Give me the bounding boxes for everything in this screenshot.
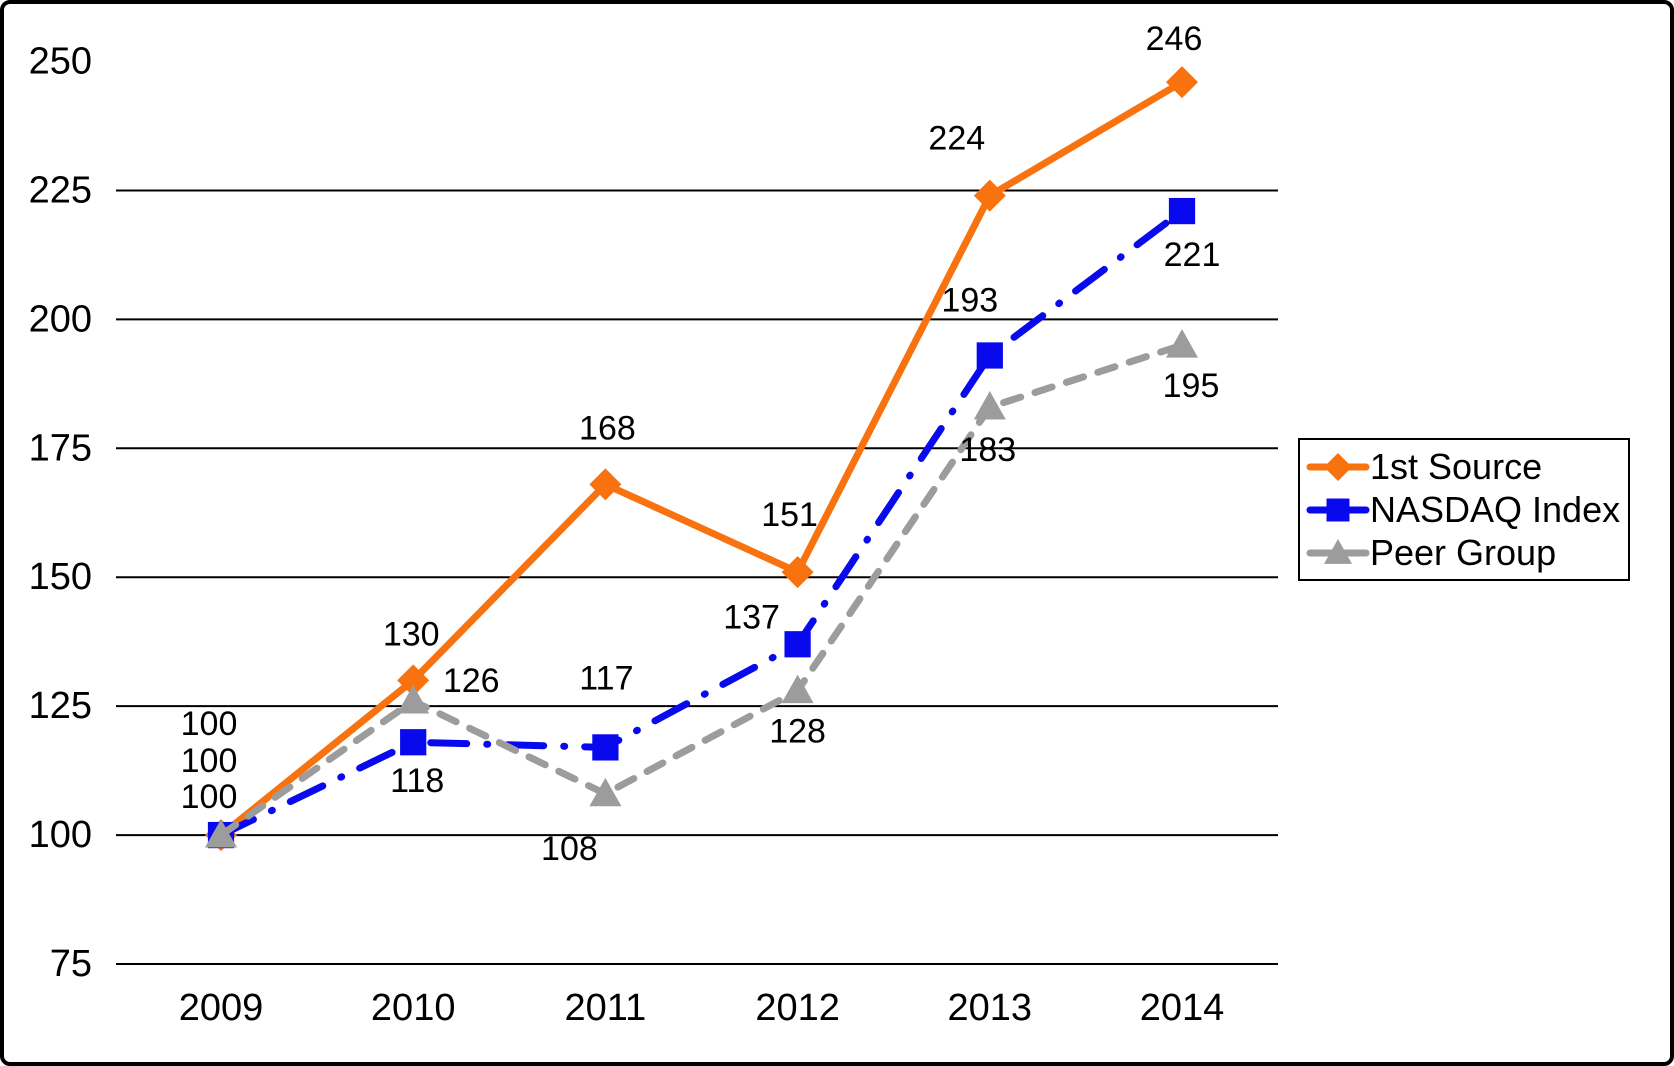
data-label: 246 xyxy=(1146,20,1203,58)
data-label: 100 xyxy=(181,705,238,743)
square-data-point-marker xyxy=(784,631,811,658)
square-data-point-marker xyxy=(1326,498,1350,521)
square-data-point-marker xyxy=(400,729,427,756)
legend-item-peer-group: Peer Group xyxy=(1306,531,1620,574)
diamond-marker-icon xyxy=(1306,452,1370,481)
diamond-data-point-marker xyxy=(589,468,622,501)
series-1st-source: 100 130 168 151 224 246 xyxy=(181,20,1203,852)
triangle-data-point-marker xyxy=(397,684,430,714)
diamond-data-point-marker xyxy=(1324,452,1352,481)
diamond-data-point-marker xyxy=(397,664,430,697)
triangle-data-point-marker xyxy=(1166,329,1198,358)
y-tick-label: 100 xyxy=(29,814,92,856)
data-label: 108 xyxy=(541,830,598,868)
y-axis-tick-labels: 75 100 125 150 175 200 225 250 xyxy=(29,41,92,985)
data-label: 195 xyxy=(1163,367,1220,405)
triangle-data-point-marker xyxy=(781,674,814,704)
diamond-data-point-marker xyxy=(781,556,814,589)
legend-item-nasdaq-index: NASDAQ Index xyxy=(1306,488,1620,531)
data-label: 117 xyxy=(579,659,633,697)
series-line xyxy=(217,207,1186,839)
triangle-data-point-marker xyxy=(205,819,237,848)
series-line xyxy=(217,341,1186,839)
data-label: 100 xyxy=(181,742,238,780)
data-label: 118 xyxy=(390,762,444,800)
legend: 1st Source NASDAQ Index Peer Group xyxy=(1298,438,1631,581)
data-label: 137 xyxy=(723,598,780,636)
y-tick-label: 125 xyxy=(29,685,92,727)
y-tick-label: 150 xyxy=(29,556,92,598)
legend-label: Peer Group xyxy=(1370,531,1557,573)
legend-item-1st-source: 1st Source xyxy=(1306,445,1620,488)
x-tick-label: 2014 xyxy=(1140,987,1225,1029)
series-nasdaq-index: 100 118 117 137 193 221 xyxy=(181,197,1221,849)
triangle-data-point-marker xyxy=(1324,538,1352,564)
data-label: 151 xyxy=(761,496,818,534)
triangle-data-point-marker xyxy=(589,777,622,807)
y-tick-label: 225 xyxy=(29,169,92,211)
series-line xyxy=(217,78,1186,839)
x-axis-tick-labels: 2009 2010 2011 2012 2013 2014 xyxy=(179,987,1225,1029)
data-label: 168 xyxy=(579,409,636,447)
data-label: 100 xyxy=(181,778,238,816)
x-tick-label: 2011 xyxy=(565,987,647,1029)
triangle-data-point-marker xyxy=(973,391,1006,420)
data-label: 193 xyxy=(941,281,998,319)
data-label: 224 xyxy=(928,120,985,158)
x-tick-label: 2009 xyxy=(179,987,264,1029)
data-label: 128 xyxy=(769,713,826,751)
legend-label: 1st Source xyxy=(1370,445,1543,487)
data-label: 126 xyxy=(443,662,500,700)
y-tick-label: 250 xyxy=(29,41,92,83)
y-tick-label: 175 xyxy=(29,427,92,469)
diamond-data-point-marker xyxy=(973,179,1006,212)
series-peer-group: 100 126 108 128 183 195 xyxy=(181,329,1220,868)
square-data-point-marker xyxy=(1168,197,1196,225)
data-label: 221 xyxy=(1164,236,1221,274)
x-tick-label: 2012 xyxy=(755,987,840,1029)
data-label: 130 xyxy=(383,615,440,653)
data-label: 183 xyxy=(959,431,1016,469)
square-marker-icon xyxy=(1306,498,1370,521)
legend-label: NASDAQ Index xyxy=(1370,488,1621,530)
square-data-point-marker xyxy=(592,734,619,761)
y-tick-label: 75 xyxy=(50,943,92,985)
x-tick-label: 2013 xyxy=(948,987,1033,1029)
gridlines xyxy=(116,189,1278,965)
x-tick-label: 2010 xyxy=(371,987,456,1029)
square-data-point-marker xyxy=(976,342,1003,369)
diamond-data-point-marker xyxy=(1166,66,1198,99)
triangle-marker-icon xyxy=(1306,538,1370,564)
y-tick-label: 200 xyxy=(29,298,92,340)
